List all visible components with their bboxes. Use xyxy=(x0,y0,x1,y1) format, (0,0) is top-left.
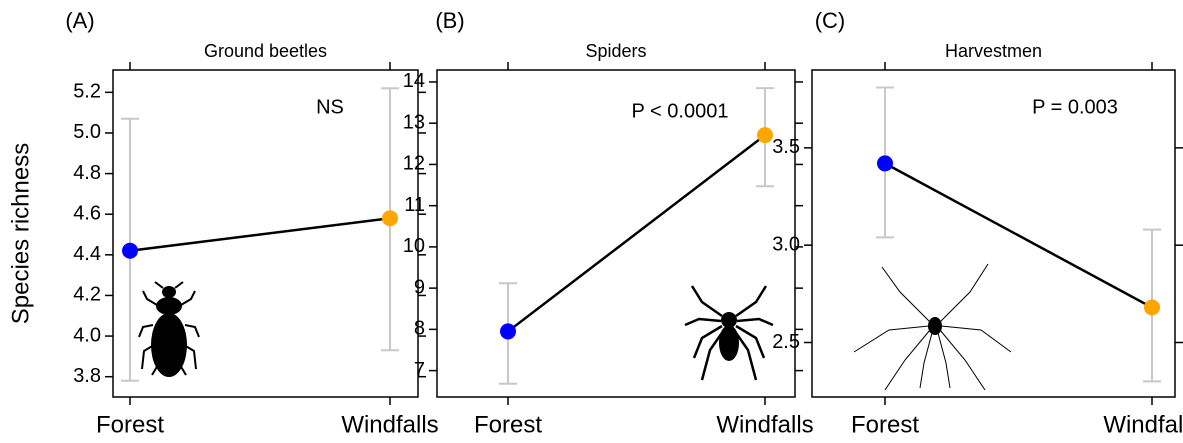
y-tick-label: 4.2 xyxy=(73,284,101,306)
y-tick-label: 11 xyxy=(404,194,425,216)
y-tick-label: 2.5 xyxy=(772,331,800,353)
point xyxy=(1144,299,1160,316)
x-tick-label: Windfalls xyxy=(716,411,813,438)
spider-icon xyxy=(684,285,774,381)
y-axis-label: Species richness xyxy=(7,143,34,324)
y-tick-label: 3.0 xyxy=(772,233,800,255)
x-tick-label: Forest xyxy=(474,411,542,438)
x-tick-label: Forest xyxy=(96,411,164,438)
y-tick-label: 9 xyxy=(414,276,425,298)
panel-label: (A) xyxy=(65,8,94,33)
y-tick-label: 13 xyxy=(403,111,425,133)
panel-title: Ground beetles xyxy=(204,41,327,61)
plot-frame xyxy=(112,69,419,398)
y-tick-label: 4.4 xyxy=(73,243,101,265)
y-tick-label: 12 xyxy=(403,153,425,175)
point xyxy=(877,155,893,172)
annotation: P < 0.0001 xyxy=(632,100,729,122)
point xyxy=(382,210,398,227)
y-tick-label: 10 xyxy=(403,235,425,257)
plot-frame xyxy=(436,69,796,398)
point xyxy=(122,242,138,259)
annotation: NS xyxy=(316,96,344,118)
panel-title: Spiders xyxy=(585,41,646,61)
plot-frame xyxy=(811,69,1176,398)
trend-line xyxy=(884,162,1153,309)
x-tick-label: Windfalls xyxy=(341,411,438,438)
panel-title: Harvestmen xyxy=(945,41,1042,61)
trend-line xyxy=(129,217,391,253)
y-tick-label: 14 xyxy=(403,70,425,92)
y-tick-label: 4.6 xyxy=(73,202,101,224)
y-tick-label: 5.2 xyxy=(73,81,101,103)
y-tick-label: 3.5 xyxy=(772,136,800,158)
panel-label: (C) xyxy=(815,8,846,33)
point xyxy=(500,323,516,340)
y-tick-label: 5.0 xyxy=(73,121,101,143)
y-tick-label: 3.8 xyxy=(73,365,101,387)
trend-line xyxy=(507,134,766,333)
x-tick-label: Forest xyxy=(851,411,919,438)
annotation: P = 0.003 xyxy=(1032,96,1118,118)
harvestman-icon xyxy=(853,263,1012,391)
y-tick-label: 4.8 xyxy=(73,162,101,184)
point xyxy=(757,127,773,144)
y-tick-label: 4.0 xyxy=(73,324,101,346)
y-tick-label: 8 xyxy=(414,318,425,340)
y-tick-label: 7 xyxy=(414,359,425,381)
panel-label: (B) xyxy=(435,8,464,33)
x-tick-label: Windfalls xyxy=(1103,411,1183,438)
beetle-icon xyxy=(138,281,200,377)
